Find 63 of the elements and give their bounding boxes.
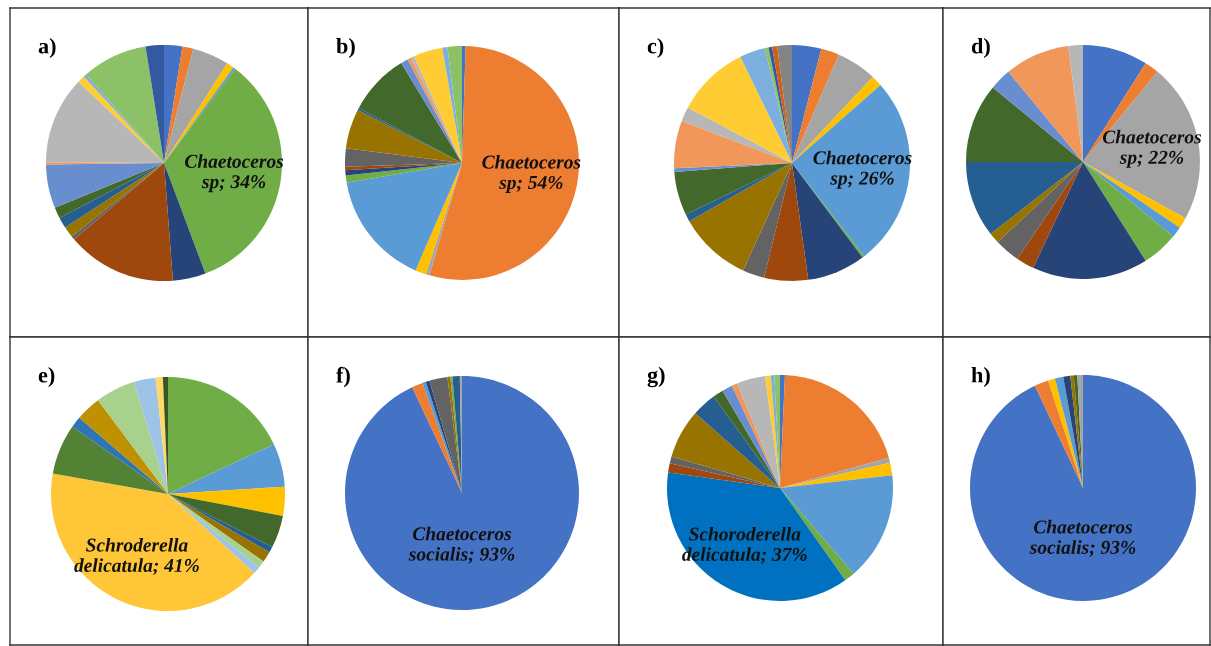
pie-slice xyxy=(1063,375,1083,488)
pie-slice xyxy=(743,163,792,278)
pie-slice xyxy=(164,68,282,274)
pie-slice xyxy=(54,163,164,218)
pie-slice xyxy=(671,413,780,488)
chart-title: e) xyxy=(38,366,55,388)
pie-slice xyxy=(1083,71,1200,219)
pie-slice xyxy=(681,107,792,163)
pie-slice xyxy=(98,382,168,494)
pie-slice xyxy=(687,56,792,163)
pie-slice xyxy=(780,375,889,488)
slice-label: Schroderella delicatula; 41% xyxy=(74,537,199,575)
pie-slice xyxy=(713,390,780,488)
pie-slice xyxy=(737,375,780,488)
pie-slice xyxy=(51,473,255,611)
chart-title: c) xyxy=(647,37,664,59)
pie-slice xyxy=(997,162,1083,259)
pie-slice xyxy=(442,46,462,163)
pie-slice xyxy=(992,71,1083,162)
pie-slice xyxy=(133,377,168,494)
slice-label: Chaetoceros socialis; 93% xyxy=(408,526,515,564)
pie-slice xyxy=(345,163,462,183)
pie-slice xyxy=(412,382,462,493)
pie-slice xyxy=(966,162,1083,234)
chart-title: h) xyxy=(971,366,990,388)
pie-slice xyxy=(740,48,792,163)
pie-slice xyxy=(74,163,173,281)
pie-slice xyxy=(731,383,780,488)
pie-slice xyxy=(46,163,164,208)
slice-label: Chaetoceros socialis; 93% xyxy=(1029,519,1136,557)
pie-slice xyxy=(168,377,274,494)
chart-title: d) xyxy=(971,37,990,59)
pie-slice xyxy=(667,472,846,601)
pie-slice xyxy=(674,163,792,215)
pie-slice xyxy=(1017,162,1083,268)
pie-slice xyxy=(429,46,579,280)
pie-slice xyxy=(695,396,780,488)
pie-slice xyxy=(52,426,168,494)
pie-slice xyxy=(168,486,285,516)
pie-slice xyxy=(674,120,792,169)
pie-slice xyxy=(46,81,164,163)
pie-slice xyxy=(764,163,809,281)
chart-title: b) xyxy=(336,37,355,59)
pie-slice xyxy=(346,163,462,271)
pie-slice xyxy=(59,163,164,228)
pie-slice xyxy=(1034,380,1083,488)
pie-slice xyxy=(79,400,168,494)
pie-slice xyxy=(85,46,164,163)
pie-slice xyxy=(358,63,462,163)
pie-slice xyxy=(145,45,164,163)
pie-slice xyxy=(168,444,285,494)
pie-slice xyxy=(164,45,183,163)
pie-slice xyxy=(792,84,910,257)
chart-title: f) xyxy=(336,366,350,388)
pie-slice xyxy=(72,417,168,494)
chart-title: g) xyxy=(647,366,665,388)
pie-slice xyxy=(966,87,1083,162)
chart-title: a) xyxy=(38,37,56,59)
pie-slice xyxy=(689,163,792,271)
pie-slice xyxy=(1008,45,1083,162)
pie-slice xyxy=(1054,376,1083,488)
pie-slice xyxy=(415,163,462,275)
pie-slice xyxy=(668,463,780,488)
